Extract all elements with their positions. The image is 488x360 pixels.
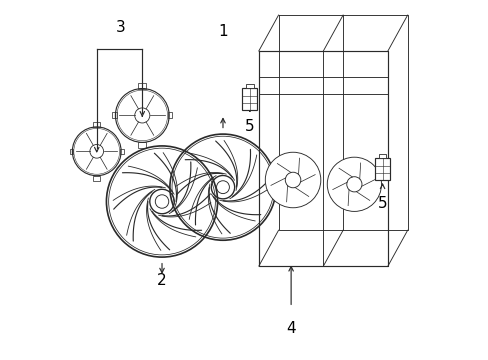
Bar <box>112 112 116 118</box>
Circle shape <box>265 152 320 208</box>
Bar <box>93 176 100 181</box>
Bar <box>242 88 257 111</box>
Bar <box>70 149 73 154</box>
Bar <box>245 84 253 88</box>
Bar <box>120 149 123 154</box>
Bar <box>93 122 100 127</box>
Text: 1: 1 <box>218 24 227 39</box>
Bar <box>138 142 146 148</box>
Bar <box>138 83 146 89</box>
Bar <box>374 158 389 180</box>
Text: 5: 5 <box>377 196 386 211</box>
Text: 5: 5 <box>244 119 254 134</box>
Circle shape <box>326 157 381 211</box>
Text: 2: 2 <box>157 273 166 288</box>
Bar <box>378 154 386 158</box>
Bar <box>168 112 172 118</box>
Text: 3: 3 <box>116 20 125 35</box>
Text: 4: 4 <box>285 321 295 336</box>
